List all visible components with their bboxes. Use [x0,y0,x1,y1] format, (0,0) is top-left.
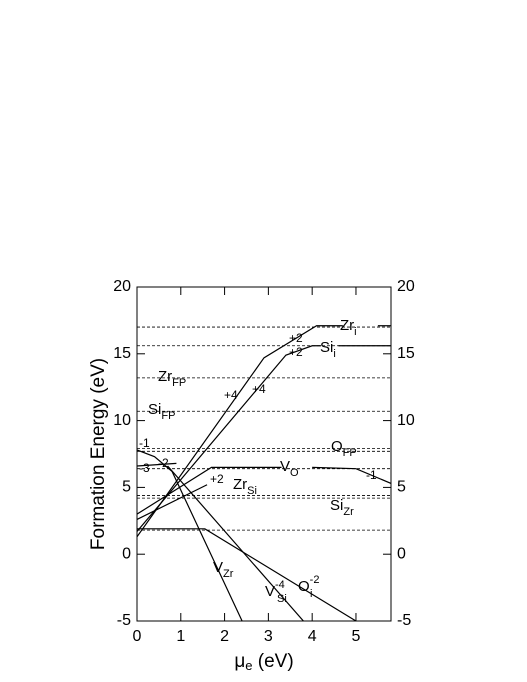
x-label-main: μ [234,651,245,672]
annotation: +4 [252,382,266,396]
x-label-after: (eV) [253,651,294,672]
annotation-sub: FP [172,377,186,389]
annotation: +2 [289,345,303,359]
annotation-text: Si [148,401,161,418]
annotation-sub: O [290,467,299,479]
x-tick-label: 1 [176,628,185,645]
annotation-sub: Zr [343,506,354,518]
annotation: -3 [139,461,150,475]
annotation-text: +4 [252,382,266,396]
plot-frame [136,286,392,622]
x-tick-label: 0 [133,628,142,645]
annotation-text: O [331,438,343,455]
annotation-text: +4 [224,388,238,402]
defect-line [167,465,304,621]
defect-line [137,325,343,538]
defect-line [137,484,208,521]
annotation-text: V [280,458,290,475]
annotation-text: +2 [289,345,303,359]
annotation-sup: -4 [275,579,285,591]
annotation-text: V [265,583,275,600]
annotation: Zri [340,317,357,338]
defect-line [137,466,282,515]
annotation: +4 [224,388,238,402]
y-tick-label: 10 [113,412,131,429]
x-tick-label: 4 [308,628,317,645]
lines [137,325,391,621]
annotation: SiFP [148,401,175,422]
defect-line [312,466,391,484]
defect-line [137,528,357,621]
y2-tick-label: 15 [397,345,415,362]
annotation-text: V [213,559,223,576]
x-tick-label: 5 [352,628,361,645]
annotation-text: Zr [158,368,172,385]
y-tick-label: 15 [113,345,131,362]
y2-tick-label: 5 [397,479,406,496]
y2-tick-label: -5 [397,612,411,629]
annotation-text: Zr [340,317,354,334]
annotation: ZrSi [233,476,257,497]
annotation-text: -1 [366,468,377,482]
y-axis-label: Formation Energy (eV) [88,358,109,550]
annotation-sub: FP [343,447,357,459]
y-tick-label: 5 [122,479,131,496]
y-tick-label: -5 [117,612,131,629]
annotation-text: O [298,578,310,595]
annotation-text: Zr [233,476,247,493]
y2-tick-label: 10 [397,412,415,429]
annotation: +2 [210,472,224,486]
defect-line [137,449,243,621]
annotation-text: Si [320,339,333,356]
defect-line [137,462,177,467]
annotation-text: -3 [139,461,150,475]
annotation: OFP [331,438,357,459]
annotation: -2 [158,456,169,470]
defect-line [137,345,321,532]
y2-tick-label: 0 [397,545,406,562]
annotation: Sii [320,339,336,360]
annotation-sub: Si [247,485,257,497]
annotation-sup: -2 [310,574,320,586]
annotation: VO [280,458,299,479]
annotation: +2 [289,331,303,345]
annotation: ZrFP [158,368,186,389]
annotation-text: Si [330,497,343,514]
annotation-sub: i [333,348,335,360]
annotation-sub: Zr [223,568,234,580]
annotation-sub: Si [277,593,287,605]
annotation-sub: FP [161,410,175,422]
annotation: VZr [213,559,234,580]
x-axis-label: μe (eV) [234,651,293,673]
annotation-text: +2 [210,472,224,486]
annotation-text: -2 [158,456,169,470]
x-label-sub: e [245,658,252,673]
x-tick-label: 2 [220,628,229,645]
annotation: O-2 i [298,574,319,600]
annotation: -1 [366,468,377,482]
annotation-sub: i [354,326,356,338]
annotation: -1 [139,436,150,450]
x-tick-label: 3 [264,628,273,645]
y2-tick-label: 20 [397,278,415,295]
y-tick-label: 0 [122,545,131,562]
y-tick-label: 20 [113,278,131,295]
annotation-text: -1 [139,436,150,450]
annotation: V-4 Si [265,579,287,605]
annotation: SiZr [330,497,354,518]
annotation-sub: i [310,588,312,600]
annotation-text: +2 [289,331,303,345]
